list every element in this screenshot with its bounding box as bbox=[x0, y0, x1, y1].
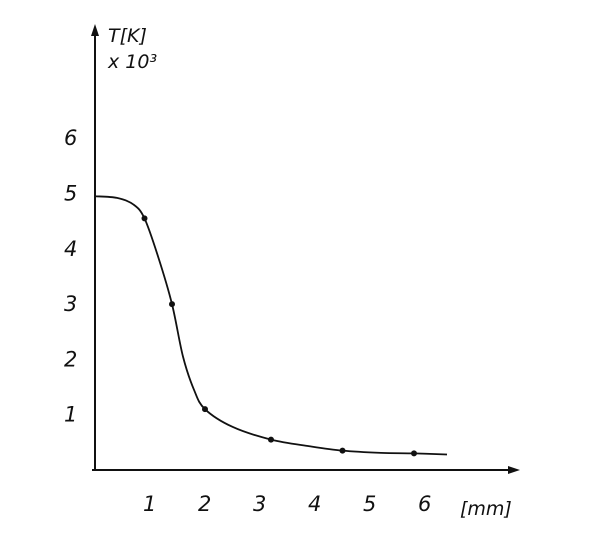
y-tick-label: 2 bbox=[64, 347, 77, 371]
x-axis-arrow bbox=[508, 466, 520, 474]
y-tick-label: 4 bbox=[64, 237, 77, 261]
data-point bbox=[169, 301, 175, 308]
y-tick-labels: 1 2 3 4 5 6 bbox=[64, 126, 77, 427]
x-tick-label: 2 bbox=[198, 492, 211, 516]
data-point bbox=[268, 436, 274, 443]
y-tick-label: 6 bbox=[64, 126, 77, 150]
x-tick-label: 5 bbox=[363, 492, 376, 516]
y-tick-label: 5 bbox=[64, 182, 77, 206]
y-axis-multiplier: x 10³ bbox=[107, 51, 157, 73]
x-tick-label: 3 bbox=[253, 492, 266, 516]
data-point bbox=[202, 406, 208, 413]
temperature-curve bbox=[94, 195, 448, 456]
x-tick-label: 1 bbox=[143, 492, 156, 516]
data-point bbox=[339, 447, 346, 454]
y-tick-label: 3 bbox=[64, 292, 77, 316]
y-axis-arrow bbox=[91, 24, 99, 36]
y-axis-label: T[K] bbox=[108, 25, 147, 47]
x-tick-label: 6 bbox=[418, 492, 431, 516]
data-point bbox=[411, 450, 417, 457]
x-tick-labels: 1 2 3 4 5 6 bbox=[143, 492, 431, 516]
x-tick-label: 4 bbox=[308, 492, 321, 516]
data-point bbox=[141, 215, 148, 222]
y-tick-label: 1 bbox=[64, 403, 77, 427]
data-points bbox=[141, 215, 417, 457]
x-axis-label: [mm] bbox=[460, 498, 512, 520]
